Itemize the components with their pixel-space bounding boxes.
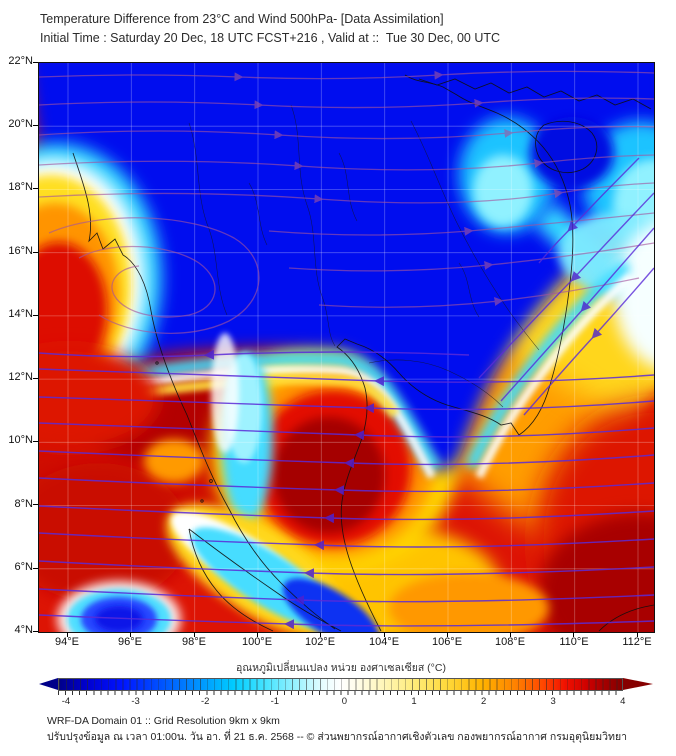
- colorbar-tick: -4: [61, 696, 71, 707]
- y-tick-label: 4°N: [14, 624, 33, 636]
- colorbar-right-arrow: [623, 678, 653, 690]
- colorbar-segments: [59, 679, 622, 690]
- colorbar-tick: -1: [270, 696, 280, 707]
- x-tick-label: 100°E: [241, 636, 273, 648]
- x-tick-label: 94°E: [55, 636, 79, 648]
- colorbar-label: อุณหภูมิเปลี่ยนแปลง หน่วย องศาเซลเซียส (…: [236, 662, 446, 674]
- x-axis-tick: [67, 632, 68, 637]
- x-axis-tick: [446, 632, 448, 637]
- y-axis-tick: [33, 62, 38, 63]
- y-tick-label: 10°N: [8, 434, 33, 446]
- x-axis-tick: [383, 632, 385, 637]
- y-tick-label: 14°N: [8, 308, 33, 320]
- x-axis-tick: [636, 632, 638, 637]
- x-tick-label: 104°E: [368, 636, 400, 648]
- y-tick-label: 20°N: [8, 118, 33, 130]
- wind-streamlines-southwest-curves: [478, 157, 654, 416]
- x-axis-tick: [320, 632, 322, 637]
- y-axis-tick: [33, 314, 38, 316]
- y-tick-label: 6°N: [14, 561, 33, 573]
- colorbar-tick: 4: [620, 696, 626, 707]
- y-axis-tick: [33, 441, 38, 443]
- colorbar-tick: 2: [480, 696, 487, 707]
- y-tick-label: 18°N: [8, 181, 33, 193]
- colorbar-tick-labels: -4 -3 -2 -1 0 1 2 3 4: [58, 696, 626, 708]
- y-axis-tick: [33, 188, 38, 190]
- country-borders: [188, 104, 540, 408]
- x-axis-tick: [573, 632, 575, 637]
- y-axis-tick: [33, 251, 38, 253]
- y-tick-label: 8°N: [14, 498, 33, 510]
- wind-streamlines-north: [39, 70, 654, 334]
- x-axis-tick: [193, 632, 195, 637]
- x-tick-label: 102°E: [304, 636, 336, 648]
- footer: WRF-DA Domain 01 :: Grid Resolution 9km …: [47, 714, 627, 745]
- x-axis-tick: [130, 632, 132, 637]
- y-axis-tick: [33, 567, 38, 569]
- colorbar-tick: 0: [341, 696, 348, 707]
- x-tick-label: 108°E: [494, 636, 526, 648]
- y-tick-label: 16°N: [8, 245, 33, 257]
- x-tick-label: 106°E: [431, 636, 463, 648]
- y-axis-tick: [33, 378, 38, 379]
- colorbar-tick: -3: [131, 696, 140, 707]
- y-axis-tick: [33, 125, 38, 127]
- colorbar-left-arrow: [39, 678, 58, 690]
- temperature-wind-field-svg: [39, 63, 654, 632]
- x-tick-label: 112°E: [622, 636, 652, 648]
- wind-streamlines-south: [39, 349, 654, 630]
- colorbar-gradient: [58, 678, 623, 691]
- colorbar-tick: 1: [411, 696, 417, 707]
- x-tick-label: 98°E: [182, 636, 206, 648]
- page-subtitle: Initial Time : Saturday 20 Dec, 18 UTC F…: [40, 31, 501, 45]
- y-tick-label: 12°N: [8, 371, 33, 383]
- map-plot: [38, 62, 655, 633]
- x-tick-label: 110°E: [559, 636, 589, 648]
- y-axis-tick: [33, 630, 38, 632]
- footer-domain-info: WRF-DA Domain 01 :: Grid Resolution 9km …: [47, 715, 280, 727]
- x-tick-label: 96°E: [118, 636, 142, 648]
- colorbar-tick: 3: [550, 696, 556, 707]
- y-tick-label: 22°N: [8, 55, 33, 67]
- colorbar-ticks: [58, 691, 623, 695]
- x-axis-tick: [510, 632, 512, 637]
- title-block: Temperature Difference from 23°C and Win…: [40, 10, 500, 48]
- page-title: Temperature Difference from 23°C and Win…: [40, 12, 444, 26]
- footer-credit: ปรับปรุงข้อมูล ณ เวลา 01:00น. วัน อา. ที…: [47, 730, 628, 743]
- colorbar-tick: -2: [200, 696, 210, 707]
- x-axis-tick: [256, 632, 258, 637]
- y-axis-tick: [33, 504, 38, 506]
